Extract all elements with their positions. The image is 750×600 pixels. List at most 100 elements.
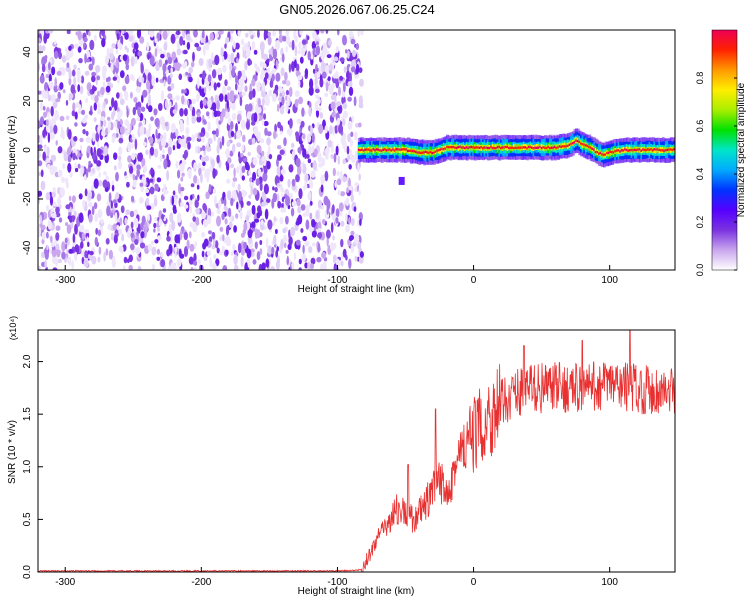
heatmap-cell (193, 266, 197, 270)
heatmap-cell (68, 93, 72, 102)
spectrogram-y-ticks: -40 -20 0 20 40 (22, 46, 43, 255)
x-tick-label: -300 (55, 577, 75, 588)
heatmap-cell (147, 214, 151, 222)
heatmap-cell (132, 173, 136, 181)
heatmap-cell (236, 57, 239, 64)
heatmap-cell (162, 63, 167, 73)
heatmap-cell (252, 171, 257, 181)
ridge-segment (516, 146, 520, 150)
heatmap-cell (358, 173, 361, 181)
heatmap-cell (183, 231, 188, 241)
heatmap-cell (350, 218, 355, 226)
heatmap-cell (310, 125, 313, 136)
heatmap-cell (188, 231, 192, 239)
heatmap-cell (186, 239, 190, 250)
heatmap-cell (43, 91, 48, 100)
heatmap-cell (96, 75, 101, 81)
heatmap-cell (93, 178, 99, 189)
heatmap-cell (286, 35, 291, 45)
heatmap-cell (226, 86, 232, 91)
heatmap-cell (251, 204, 256, 215)
heatmap-cell (203, 256, 208, 261)
heatmap-cell (85, 58, 90, 63)
heatmap-cell (251, 137, 256, 145)
heatmap-cell (330, 101, 336, 111)
heatmap-cell (333, 242, 337, 249)
heatmap-cell (285, 249, 289, 254)
heatmap-cell (346, 50, 350, 59)
heatmap-cell (336, 259, 342, 267)
ridge-segment (413, 150, 417, 153)
heatmap-cell (54, 110, 59, 121)
ridge-segment (544, 146, 548, 149)
heatmap-cell (298, 188, 303, 200)
heatmap-cell (103, 171, 107, 176)
heatmap-cell (41, 64, 46, 73)
heatmap-cell (185, 126, 190, 135)
heatmap-cell (241, 189, 246, 198)
heatmap-cell (124, 217, 128, 225)
heatmap-cell (232, 177, 238, 182)
heatmap-cell (167, 56, 173, 65)
heatmap-cell (84, 229, 90, 234)
heatmap-cell (109, 106, 112, 111)
heatmap-cell (233, 225, 238, 233)
ridge-segment (576, 139, 580, 143)
heatmap-cell (147, 105, 153, 113)
ridge-segment (612, 151, 616, 154)
heatmap-cell (277, 154, 282, 161)
heatmap-cell (211, 244, 216, 250)
heatmap-cell (91, 152, 97, 160)
heatmap-cell (130, 117, 136, 126)
heatmap-cell (254, 63, 258, 69)
heatmap-cell (197, 259, 201, 264)
heatmap-cell (49, 132, 55, 140)
heatmap-cell (178, 183, 182, 194)
heatmap-cell (153, 197, 158, 207)
heatmap-cell (183, 246, 189, 257)
heatmap-cell (102, 179, 108, 189)
heatmap-cell (91, 205, 95, 216)
heatmap-cell (160, 90, 164, 102)
heatmap-cell (224, 196, 227, 208)
heatmap-cell (205, 131, 210, 139)
heatmap-cell (237, 242, 242, 254)
heatmap-cell (170, 67, 173, 74)
heatmap-cell (91, 168, 95, 174)
heatmap-cell (358, 190, 361, 196)
ridge-segment (436, 149, 440, 152)
heatmap-cell (129, 165, 134, 174)
heatmap-cell (256, 212, 261, 219)
ridge-segment (589, 146, 593, 149)
heatmap-cell (80, 241, 84, 249)
heatmap-cell (159, 116, 165, 126)
heatmap-cell (225, 249, 229, 256)
heatmap-cell (215, 32, 220, 39)
heatmap-cell (51, 66, 56, 76)
heatmap-cell (245, 47, 251, 58)
heatmap-cell (293, 59, 297, 69)
heatmap-cell (261, 262, 266, 270)
heatmap-cell (59, 187, 65, 198)
heatmap-cell (192, 222, 198, 233)
heatmap-cell (166, 52, 170, 58)
ridge-segment (586, 144, 590, 148)
heatmap-cell (128, 254, 133, 263)
heatmap-cell (294, 35, 298, 43)
heatmap-cell (186, 33, 191, 41)
ridge-segment (439, 147, 443, 154)
heatmap-cell (68, 77, 72, 86)
ridge-segment (645, 148, 649, 152)
heatmap-cell (208, 183, 212, 193)
heatmap-cell (216, 144, 220, 154)
heatmap-cell (248, 90, 253, 100)
heatmap-cell (64, 237, 68, 244)
heatmap-cell (122, 85, 127, 92)
heatmap-cell (305, 173, 308, 183)
heatmap-cell (202, 161, 206, 167)
heatmap-cell (107, 223, 112, 231)
ridge-segment (532, 147, 536, 150)
heatmap-cell (207, 115, 211, 120)
heatmap-cell (109, 51, 114, 61)
ridge-segment (557, 146, 561, 149)
